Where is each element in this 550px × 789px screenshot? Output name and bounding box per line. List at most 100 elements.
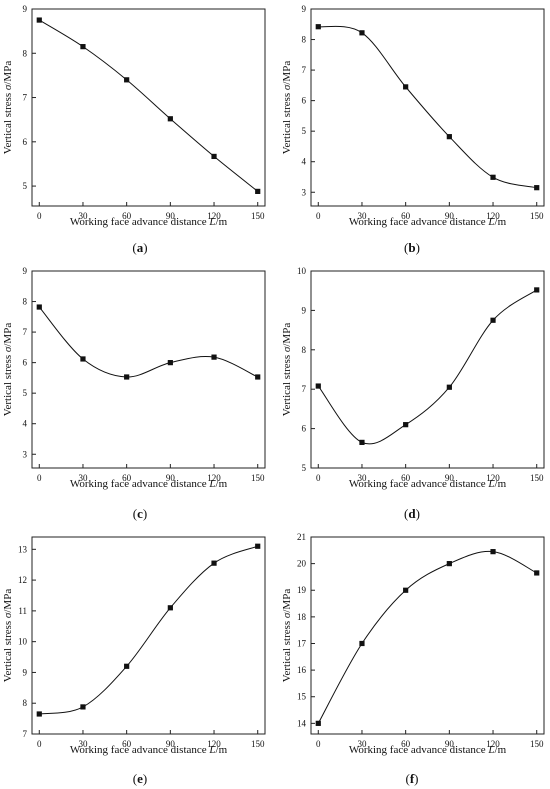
x-tick-label: 30 <box>357 473 367 483</box>
data-point <box>255 188 261 194</box>
data-point <box>124 77 130 83</box>
y-tick-label: 12 <box>18 575 27 585</box>
x-tick-label: 90 <box>166 211 176 221</box>
plot-frame <box>31 270 266 469</box>
x-tick-label: 60 <box>122 473 132 483</box>
data-point <box>403 84 409 90</box>
y-tick-label: 8 <box>23 297 28 307</box>
x-tick-label: 60 <box>122 739 132 749</box>
x-axis-label: Working face advance distance L/m <box>349 478 507 490</box>
y-tick-label: 13 <box>18 544 28 554</box>
x-tick-label: 150 <box>251 739 265 749</box>
panel-label: (b) <box>404 240 420 255</box>
data-point <box>80 704 86 710</box>
data-point <box>80 44 86 50</box>
x-tick-label: 150 <box>530 473 544 483</box>
data-point <box>80 356 86 362</box>
y-tick-label: 8 <box>302 345 307 355</box>
x-tick-label: 150 <box>530 739 544 749</box>
x-tick-label: 30 <box>357 739 367 749</box>
y-tick-label: 10 <box>18 637 28 647</box>
y-axis-label: Vertical stress σ/MPa <box>2 589 14 683</box>
x-tick-label: 150 <box>251 211 265 221</box>
chart-panel-2: 0 30 60 90 120 150 3 4 5 6 7 8 9 Working face advance… <box>281 4 545 255</box>
y-tick-label: 8 <box>302 35 307 45</box>
plot-frame <box>31 8 266 207</box>
data-point <box>403 422 409 428</box>
x-tick-label: 150 <box>251 473 265 483</box>
data-point <box>315 383 321 389</box>
y-tick-label: 7 <box>302 384 307 394</box>
x-tick-label: 120 <box>486 739 500 749</box>
data-point <box>255 543 261 549</box>
y-tick-label: 5 <box>302 463 307 473</box>
y-tick-label: 8 <box>23 698 28 708</box>
chart-panel-5: 0 30 60 90 120 150 7 8 9 10 11 12 13 Working face adv… <box>2 536 266 786</box>
data-point <box>446 134 452 140</box>
data-point <box>36 17 42 23</box>
y-tick-label: 9 <box>23 667 28 677</box>
series-line <box>318 25 537 189</box>
y-tick-label: 9 <box>302 4 307 14</box>
panel-label: (d) <box>404 506 420 521</box>
x-tick-label: 60 <box>401 739 411 749</box>
data-point <box>315 720 321 726</box>
y-tick-label: 18 <box>297 612 307 622</box>
data-point <box>534 570 540 576</box>
data-point <box>490 174 496 180</box>
data-point <box>211 560 217 566</box>
chart-panel-6: 0 30 60 90 120 150 14 15 16 17 18 19 20 21 Working fac… <box>281 532 545 786</box>
plot-frame <box>310 8 545 207</box>
y-tick-label: 17 <box>297 638 307 648</box>
x-tick-label: 60 <box>401 211 411 221</box>
data-point <box>446 384 452 390</box>
x-axis-label: Working face advance distance L/m <box>70 478 228 490</box>
y-tick-label: 8 <box>23 48 28 58</box>
y-tick-label: 6 <box>23 358 28 368</box>
x-tick-label: 30 <box>78 739 88 749</box>
y-axis-label: Vertical stress σ/MPa <box>2 323 14 417</box>
series-line <box>39 19 259 192</box>
y-tick-label: 7 <box>23 729 28 739</box>
data-point <box>124 374 130 380</box>
data-point <box>403 587 409 593</box>
x-axis-label: Working face advance distance L/m <box>70 216 228 228</box>
y-tick-label: 16 <box>297 665 307 675</box>
x-tick-label: 120 <box>486 211 500 221</box>
chart-panel-1: 0 30 60 90 120 150 5 6 7 8 9 Working face advance d… <box>2 4 266 255</box>
y-tick-label: 6 <box>302 96 307 106</box>
x-tick-label: 120 <box>207 211 221 221</box>
panel-label: (c) <box>133 506 147 521</box>
data-point <box>167 605 173 611</box>
x-tick-label: 0 <box>316 473 321 483</box>
x-tick-label: 90 <box>445 211 455 221</box>
y-tick-label: 9 <box>23 4 28 14</box>
data-point <box>255 374 261 380</box>
x-tick-label: 60 <box>401 473 411 483</box>
y-tick-label: 15 <box>297 692 307 702</box>
x-tick-label: 0 <box>316 211 321 221</box>
data-point <box>490 549 496 555</box>
series-line <box>38 306 258 378</box>
y-tick-label: 7 <box>23 93 28 103</box>
y-axis-label: Vertical stress σ/MPa <box>281 323 293 417</box>
panel-label: (f) <box>405 771 418 786</box>
y-tick-label: 19 <box>297 585 307 595</box>
y-tick-label: 7 <box>302 65 307 75</box>
x-tick-label: 120 <box>207 739 221 749</box>
data-point <box>315 24 321 30</box>
x-tick-label: 30 <box>357 211 367 221</box>
y-axis-label: Vertical stress σ/MPa <box>2 61 14 155</box>
y-tick-label: 5 <box>23 388 28 398</box>
data-point <box>359 439 365 445</box>
y-tick-label: 5 <box>302 126 307 136</box>
y-tick-label: 20 <box>297 559 307 569</box>
y-tick-label: 9 <box>302 305 307 315</box>
x-tick-label: 90 <box>166 739 176 749</box>
x-axis-label: Working face advance distance L/m <box>349 744 507 756</box>
y-tick-label: 10 <box>297 266 307 276</box>
panel-label: (a) <box>132 240 147 255</box>
data-point <box>167 116 173 122</box>
y-tick-label: 6 <box>23 137 28 147</box>
